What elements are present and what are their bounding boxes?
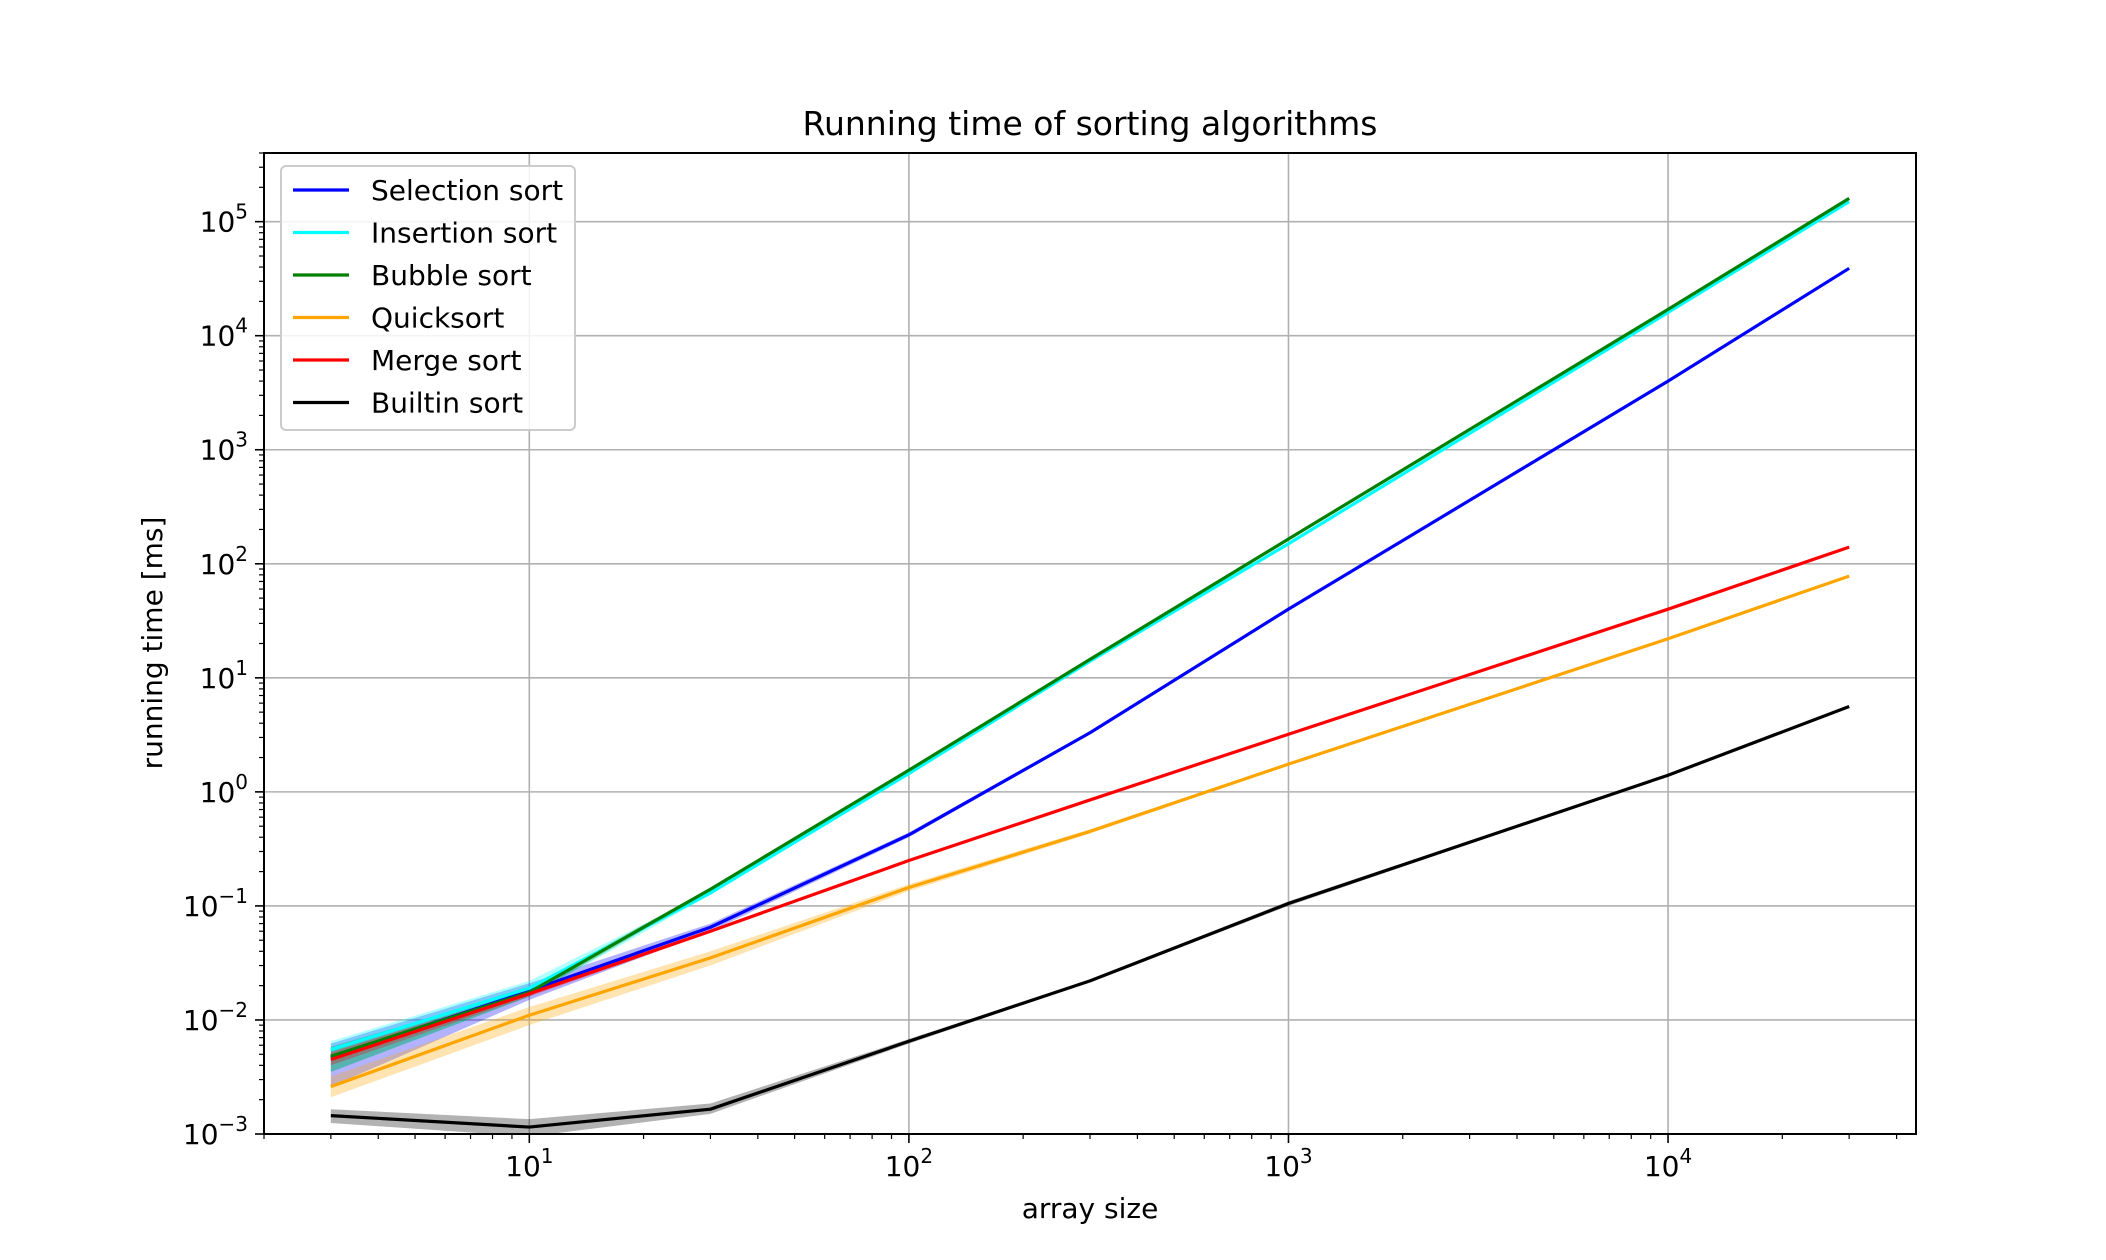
series-line-quicksort (330, 574, 1850, 1089)
legend-label-builtin-sort: Builtin sort (371, 387, 523, 420)
legend-label-quicksort: Quicksort (371, 302, 504, 335)
chart-title: Running time of sorting algorithms (803, 104, 1378, 143)
y-tick-label: 102 (200, 542, 248, 581)
axis-ticks: 101 102 103 104 10−3 10−2 10−1 100 101 102 103 104 1… (183, 152, 1898, 1183)
legend-label-selection-sort: Selection sort (371, 174, 563, 207)
y-tick-label: 103 (200, 428, 248, 467)
legend-label-bubble-sort: Bubble sort (371, 259, 532, 292)
series-line-builtin-sort (330, 705, 1850, 1129)
y-axis-label: running time [ms] (136, 517, 169, 770)
y-tick-label: 105 (200, 200, 248, 239)
y-tick-label: 100 (200, 770, 248, 809)
legend: Selection sort Insertion sort Bubble sort Q… (280, 165, 576, 431)
y-tick-label: 10−3 (183, 1112, 248, 1151)
y-tick-label: 10−2 (183, 998, 248, 1037)
series-lines (330, 197, 1851, 1129)
legend-label-insertion-sort: Insertion sort (371, 217, 557, 250)
series-line-selection-sort (330, 266, 1851, 1059)
series-line-insertion-sort (330, 200, 1850, 1052)
band-selection-sort (330, 267, 1850, 1087)
series-line-bubble-sort (330, 197, 1850, 1058)
series-line-merge-sort (330, 545, 1850, 1062)
x-tick-label: 101 (505, 1144, 553, 1183)
x-axis-label: array size (1022, 1192, 1159, 1225)
legend-label-merge-sort: Merge sort (371, 344, 522, 377)
legend-box (280, 165, 576, 431)
y-tick-label: 10−1 (183, 884, 248, 923)
x-tick-label: 103 (1264, 1144, 1312, 1183)
x-tick-label: 102 (885, 1144, 933, 1183)
x-tick-label: 104 (1644, 1144, 1692, 1183)
y-tick-label: 101 (200, 656, 248, 695)
grid (264, 153, 1916, 1135)
y-tick-label: 104 (200, 314, 248, 353)
